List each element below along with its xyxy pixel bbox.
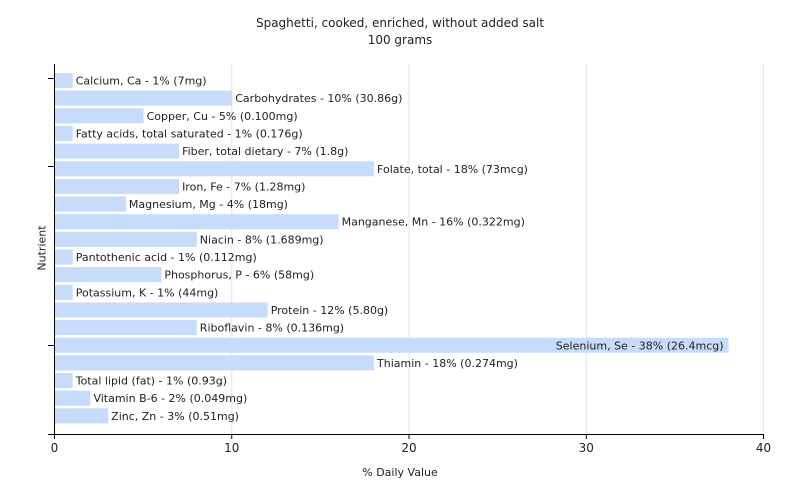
bar-3	[55, 125, 73, 141]
bar-label-9: Niacin - 8% (1.689mg)	[200, 233, 324, 246]
bar-14	[55, 320, 197, 336]
bar-label-17: Total lipid (fat) - 1% (0.93g)	[75, 375, 227, 388]
chart-title: Spaghetti, cooked, enriched, without add…	[255, 16, 545, 30]
bar-19	[55, 408, 109, 424]
bar-15	[55, 337, 729, 353]
bar-16	[55, 355, 375, 371]
grid	[231, 64, 764, 434]
bar-label-2: Copper, Cu - 5% (0.100mg)	[147, 110, 298, 123]
bar-4	[55, 143, 180, 159]
x-axis-label: % Daily Value	[362, 466, 438, 479]
y-axis-label: Nutrient	[35, 225, 49, 271]
bar-5	[55, 161, 375, 177]
bar-label-14: Riboflavin - 8% (0.136mg)	[200, 322, 344, 335]
bar-label-4: Fiber, total dietary - 7% (1.8g)	[182, 145, 348, 158]
bar-label-7: Magnesium, Mg - 4% (18mg)	[129, 198, 288, 211]
bar-9	[55, 231, 197, 247]
bar-13	[55, 302, 268, 318]
bar-label-15: Selenium, Se - 38% (26.4mcg)	[556, 339, 724, 352]
bar-12	[55, 284, 73, 300]
bars: Calcium, Ca - 1% (7mg) Carbohydrates - 10…	[55, 73, 729, 424]
bar-label-5: Folate, total - 18% (73mcg)	[377, 163, 528, 176]
bar-label-13: Protein - 12% (5.80g)	[271, 304, 389, 317]
bar-17	[55, 373, 73, 389]
bar-11	[55, 267, 162, 283]
x-tick-label-2: 20	[401, 441, 416, 455]
x-tick-label-3: 30	[579, 441, 594, 455]
x-tick-label-0: 0	[51, 441, 59, 455]
bar-18	[55, 390, 91, 406]
bar-8	[55, 214, 339, 230]
bar-label-6: Iron, Fe - 7% (1.28mg)	[182, 180, 305, 193]
bar-10	[55, 249, 73, 265]
x-tick-label-1: 10	[224, 441, 239, 455]
bar-label-19: Zinc, Zn - 3% (0.51mg)	[111, 410, 239, 423]
bar-1	[55, 90, 233, 106]
chart-subtitle: 100 grams	[367, 33, 433, 47]
bar-label-0: Calcium, Ca - 1% (7mg)	[76, 75, 207, 88]
bar-label-12: Potassium, K - 1% (44mg)	[76, 286, 219, 299]
bar-0	[55, 73, 73, 88]
bar-label-8: Manganese, Mn - 16% (0.322mg)	[342, 216, 525, 229]
bar-label-18: Vitamin B-6 - 2% (0.049mg)	[93, 392, 247, 405]
axes: 0 10 20 30 40	[48, 64, 771, 455]
bar-label-16: Thiamin - 18% (0.274mg)	[376, 357, 518, 370]
bar-label-3: Fatty acids, total saturated - 1% (0.176…	[76, 127, 303, 140]
x-tick-label-4: 40	[756, 441, 771, 455]
bar-6	[55, 178, 180, 194]
bar-label-1: Carbohydrates - 10% (30.86g)	[235, 92, 402, 105]
bar-2	[55, 108, 144, 124]
bar-7	[55, 196, 126, 212]
bar-label-11: Phosphorus, P - 6% (58mg)	[164, 269, 314, 282]
bar-label-10: Pantothenic acid - 1% (0.112mg)	[76, 251, 257, 264]
